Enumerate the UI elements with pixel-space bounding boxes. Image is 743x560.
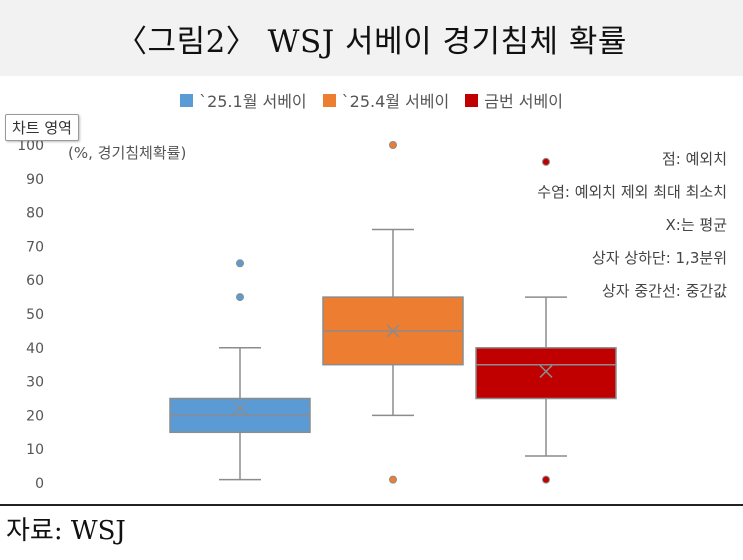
y-tick-label-0: 0 — [35, 476, 44, 492]
mean-marker-b-1 — [386, 324, 400, 338]
mean-marker-b-2 — [539, 364, 553, 378]
bottom-rule — [0, 504, 743, 506]
outlier-2-0 — [542, 475, 550, 484]
outlier-0-1 — [236, 259, 244, 268]
y-tick-label-50: 50 — [26, 307, 44, 323]
mean-marker-b-0 — [233, 402, 247, 416]
chart-area-tooltip: 차트 영역 — [5, 114, 79, 141]
y-tick-label-90: 90 — [26, 172, 44, 188]
legend-label-0: `25.1월 서베이 — [199, 92, 307, 111]
y-tick-label-60: 60 — [26, 273, 44, 289]
y-tick-label-70: 70 — [26, 239, 44, 255]
annotation-whisker: 수염: 예외치 제외 최대 최소치 — [537, 183, 727, 201]
annotation-median: 상자 중간선: 중간값 — [602, 282, 727, 300]
annotation-box-edges: 상자 상하단: 1,3분위 — [591, 249, 727, 267]
annotation-outlier: 점: 예외치 — [661, 150, 727, 168]
outlier-2-1 — [542, 157, 550, 166]
legend-swatch-1 — [322, 93, 336, 107]
legend-item-2[interactable]: 금번 서베이 — [465, 88, 563, 112]
legend-label-2: 금번 서베이 — [484, 92, 563, 111]
box-2 — [475, 347, 617, 400]
chart-plot[interactable]: 0 10 20 30 40 50 60 70 80 90 100 — [0, 0, 743, 505]
chart-annotations: 점: 예외치 수염: 예외치 제외 최대 최소치 X:는 평균 상자 상하단: … — [537, 143, 727, 308]
figure-title: 〈그림2〉 WSJ 서베이 경기침체 확률 — [116, 23, 627, 60]
legend-swatch-0 — [180, 93, 194, 107]
chart-legend: `25.1월 서베이 `25.4월 서베이 금번 서베이 — [0, 88, 743, 112]
y-tick-label-80: 80 — [26, 206, 44, 222]
legend-item-0[interactable]: `25.1월 서베이 — [180, 88, 307, 112]
y-tick-label-10: 10 — [26, 442, 44, 458]
y-axis-unit-note: (%, 경기침체확률) — [68, 144, 187, 162]
legend-swatch-2 — [465, 93, 479, 107]
legend-label-1: `25.4월 서베이 — [341, 92, 450, 111]
y-tick-label-40: 40 — [26, 341, 44, 357]
y-tick-label-30: 30 — [26, 375, 44, 391]
annotation-mean: X:는 평균 — [665, 216, 728, 234]
title-band: 〈그림2〉 WSJ 서베이 경기침체 확률 — [0, 0, 743, 76]
y-tick-label-100: 100 — [17, 138, 44, 154]
outlier-0-0 — [236, 293, 244, 302]
legend-item-1[interactable]: `25.4월 서베이 — [322, 88, 450, 112]
source-note: 자료: WSJ — [6, 516, 126, 546]
outlier-1-0 — [389, 475, 397, 484]
outlier-1-1 — [389, 141, 397, 149]
y-tick-label-20: 20 — [26, 408, 44, 424]
